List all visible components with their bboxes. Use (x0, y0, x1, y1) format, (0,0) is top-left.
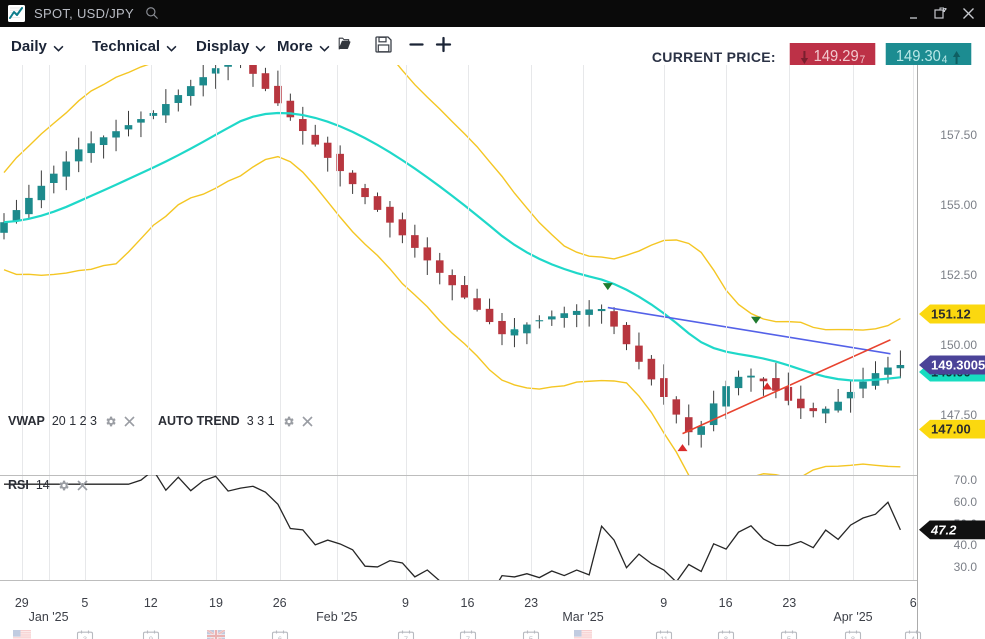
svg-text:8: 8 (724, 634, 728, 639)
svg-text:7: 7 (465, 634, 469, 639)
svg-text:4: 4 (911, 634, 915, 639)
svg-text:6: 6 (278, 634, 282, 639)
svg-text:11: 11 (660, 634, 668, 639)
svg-text:5: 5 (529, 634, 533, 639)
svg-text:5: 5 (787, 634, 791, 639)
svg-text:9: 9 (149, 634, 153, 639)
svg-text:7: 7 (403, 634, 407, 639)
svg-text:8: 8 (851, 634, 855, 639)
svg-text:3: 3 (83, 634, 87, 639)
